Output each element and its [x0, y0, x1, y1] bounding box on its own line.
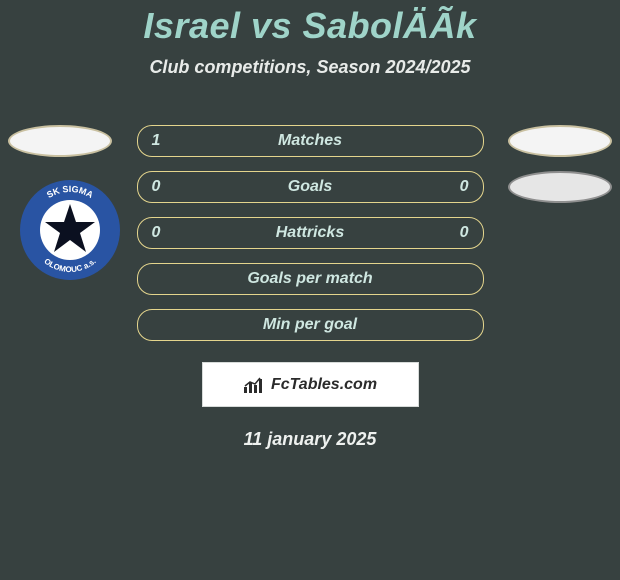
side-left-slot: [0, 125, 120, 157]
stat-label: Goals: [288, 178, 332, 196]
brand-box: FcTables.com: [202, 362, 419, 407]
side-right-slot: [500, 125, 620, 157]
stat-pill: 1 Matches: [137, 125, 484, 157]
stat-row-mpg: Min per goal: [0, 302, 620, 348]
stat-right-value: 0: [460, 178, 469, 196]
stat-left-value: 0: [152, 178, 161, 196]
bar-chart-icon: [243, 376, 265, 394]
page-title: Israel vs SabolÄÃ­k: [0, 0, 620, 47]
stat-row-matches: 1 Matches: [0, 118, 620, 164]
stat-pill: 0 Goals 0: [137, 171, 484, 203]
stat-label: Hattricks: [276, 224, 344, 242]
page-root: Israel vs SabolÄÃ­k Club competitions, S…: [0, 0, 620, 580]
ellipse-placeholder-icon: [508, 171, 612, 203]
stat-row-goals: 0 Goals 0: [0, 164, 620, 210]
stat-left-value: 0: [152, 224, 161, 242]
stat-right-value: 0: [460, 224, 469, 242]
stat-row-gpm: Goals per match: [0, 256, 620, 302]
stat-pill: 0 Hattricks 0: [137, 217, 484, 249]
stat-left-value: 1: [152, 132, 161, 150]
stat-pill: Min per goal: [137, 309, 484, 341]
stat-pill: Goals per match: [137, 263, 484, 295]
stat-label: Goals per match: [247, 270, 372, 288]
stats-container: 1 Matches 0 Goals 0 0 Hattricks: [0, 118, 620, 348]
brand-text: FcTables.com: [271, 376, 377, 394]
footer-date: 11 january 2025: [0, 429, 620, 450]
side-right-slot: [500, 171, 620, 203]
ellipse-placeholder-icon: [508, 125, 612, 157]
stat-label: Matches: [278, 132, 342, 150]
ellipse-placeholder-icon: [8, 125, 112, 157]
stat-label: Min per goal: [263, 316, 357, 334]
stat-row-hattricks: 0 Hattricks 0: [0, 210, 620, 256]
page-subtitle: Club competitions, Season 2024/2025: [0, 57, 620, 78]
